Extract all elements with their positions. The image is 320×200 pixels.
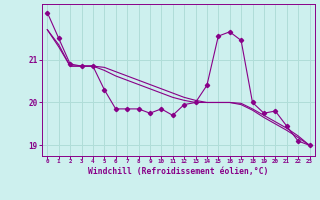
X-axis label: Windchill (Refroidissement éolien,°C): Windchill (Refroidissement éolien,°C) <box>88 167 268 176</box>
